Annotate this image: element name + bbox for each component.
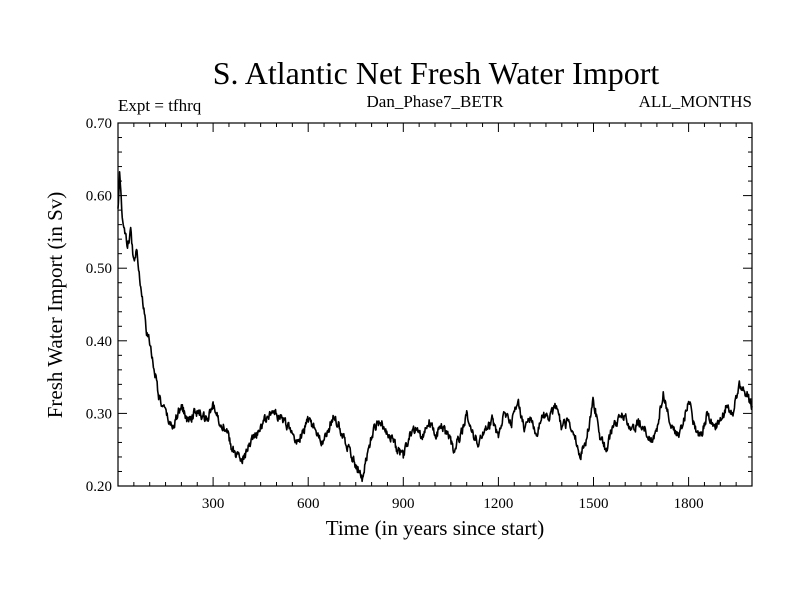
x-tick-label: 600 xyxy=(297,496,320,512)
x-tick-label: 300 xyxy=(202,496,225,512)
y-tick-label: 0.30 xyxy=(86,406,112,422)
y-axis-label: Fresh Water Import (in Sv) xyxy=(43,192,67,419)
series-line xyxy=(117,171,753,483)
x-axis-label: Time (in years since start) xyxy=(326,516,545,540)
subtitle-experiment: Expt = tfhrq xyxy=(118,96,202,115)
subtitle-run-name: Dan_Phase7_BETR xyxy=(367,92,505,111)
x-tick-label: 900 xyxy=(392,496,415,512)
x-tick-label: 1500 xyxy=(579,496,609,512)
x-tick-label: 1200 xyxy=(483,496,513,512)
y-tick-label: 0.50 xyxy=(86,261,112,277)
y-tick-label: 0.70 xyxy=(86,116,112,132)
y-tick-label: 0.60 xyxy=(86,189,112,205)
y-tick-label: 0.40 xyxy=(86,334,112,350)
x-tick-label: 1800 xyxy=(674,496,704,512)
subtitle-months: ALL_MONTHS xyxy=(639,92,752,111)
y-tick-label: 0.20 xyxy=(86,479,112,495)
chart-title: S. Atlantic Net Fresh Water Import xyxy=(213,55,660,91)
series-layer xyxy=(117,171,753,483)
axis-ticks: 300 600 900 1200 1500 1800 0.20 0.30 0.40 0.50 0.6… xyxy=(86,116,753,512)
